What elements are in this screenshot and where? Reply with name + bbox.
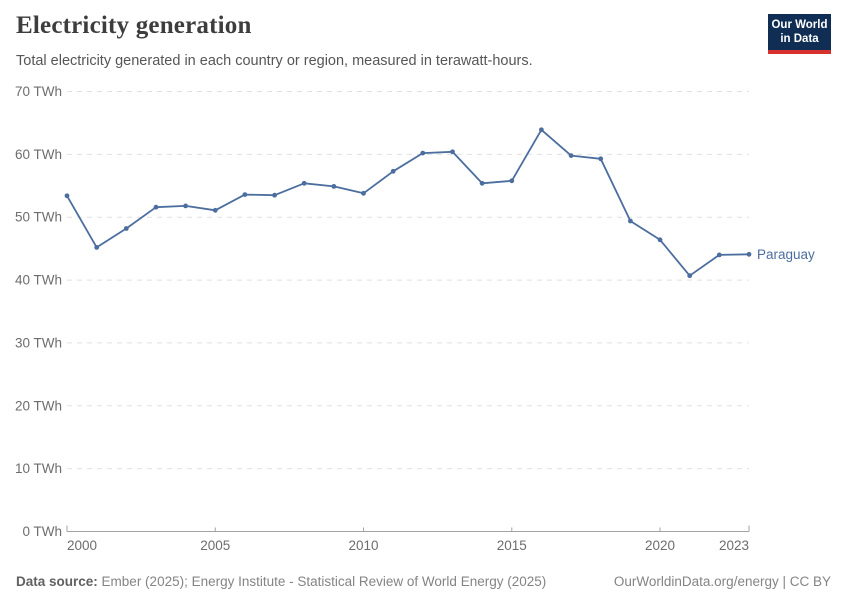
y-axis-label: 10 TWh xyxy=(15,461,62,476)
y-axis-label: 0 TWh xyxy=(22,524,62,539)
data-point xyxy=(64,193,70,199)
data-point xyxy=(94,245,100,250)
data-point xyxy=(212,207,218,213)
data-point xyxy=(450,149,455,155)
owid-logo-box: Our World in Data xyxy=(768,14,831,50)
series-label: Paraguay xyxy=(757,247,815,262)
y-axis-label: 70 TWh xyxy=(15,84,62,99)
y-axis-label: 50 TWh xyxy=(15,210,62,225)
owid-logo-redbar xyxy=(768,50,831,54)
data-point xyxy=(242,192,248,198)
data-source-text: Ember (2025); Energy Institute - Statist… xyxy=(101,574,547,589)
data-point xyxy=(746,251,752,257)
page-title: Electricity generation xyxy=(16,12,252,39)
data-point xyxy=(716,252,722,258)
x-axis-label: 2005 xyxy=(200,538,230,553)
chart-subtitle: Total electricity generated in each coun… xyxy=(16,53,533,69)
chart-footer: Data source: Ember (2025); Energy Instit… xyxy=(16,574,831,589)
data-point xyxy=(598,156,604,162)
data-source: Data source: Ember (2025); Energy Instit… xyxy=(16,574,546,589)
data-point xyxy=(123,226,129,231)
data-point xyxy=(183,203,189,209)
data-point xyxy=(568,153,574,159)
data-point xyxy=(301,180,307,186)
data-point xyxy=(390,168,396,174)
data-point xyxy=(687,273,693,279)
series-line xyxy=(66,128,750,277)
data-point xyxy=(479,180,485,186)
owid-logo-line1: Our World xyxy=(771,19,828,31)
data-point xyxy=(420,150,426,156)
data-point xyxy=(657,237,663,243)
y-axis-label: 20 TWh xyxy=(15,398,62,413)
data-point xyxy=(272,192,277,198)
credit-link[interactable]: OurWorldinData.org/energy | CC BY xyxy=(613,574,831,589)
data-point xyxy=(509,178,515,184)
data-point xyxy=(361,190,366,196)
x-axis-label: 2023 xyxy=(719,538,749,553)
x-axis-label: 2000 xyxy=(67,538,97,553)
x-axis-label: 2010 xyxy=(348,538,378,553)
owid-logo-line2: in Data xyxy=(780,32,819,45)
y-axis-label: 60 TWh xyxy=(15,147,62,162)
y-axis-label: 40 TWh xyxy=(15,273,62,288)
data-point xyxy=(539,127,544,133)
y-axis-label: 30 TWh xyxy=(15,335,62,350)
data-source-label: Data source: xyxy=(16,574,98,589)
x-axis-label: 2015 xyxy=(497,538,527,553)
data-point xyxy=(628,218,633,224)
data-point xyxy=(153,204,159,210)
owid-logo[interactable]: Our World in Data xyxy=(768,14,831,54)
data-point xyxy=(331,184,337,189)
x-axis-label: 2020 xyxy=(645,538,675,553)
